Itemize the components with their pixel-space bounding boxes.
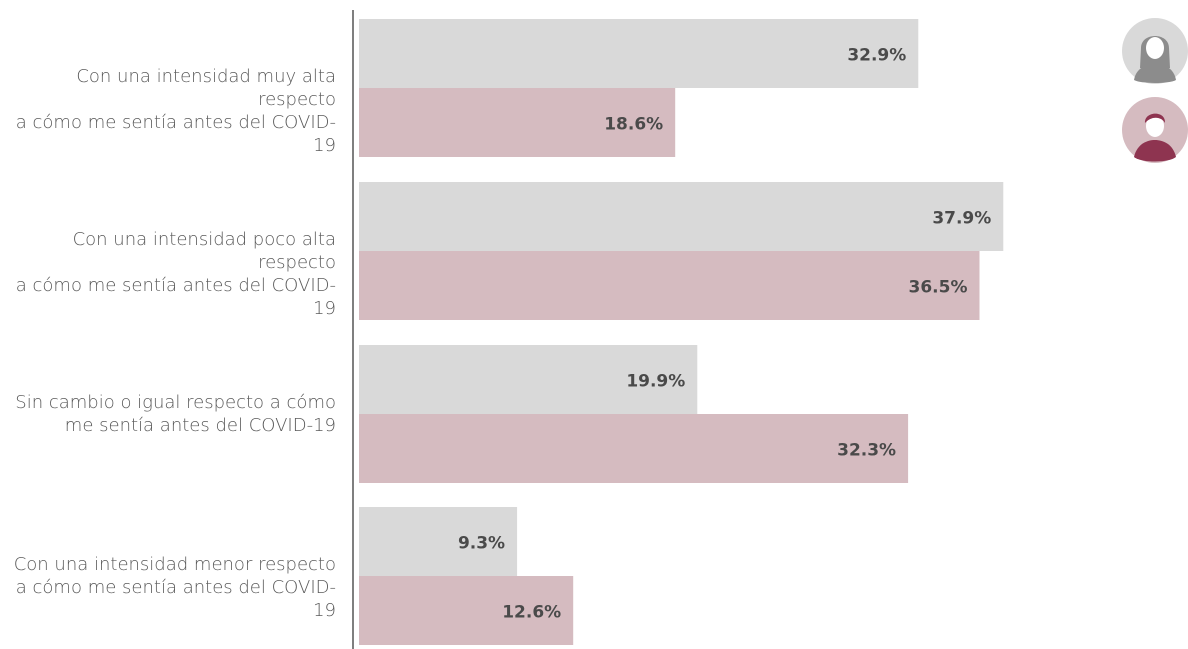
- category-label-3: Con una intensidad menor respecto a cómo …: [0, 553, 336, 622]
- category-label-line: Con una intensidad menor respecto: [13, 554, 336, 575]
- data-label-men-3: 12.6%: [502, 603, 561, 623]
- bar-men-2: [359, 414, 909, 483]
- category-label-line: Con una intensidad poco alta respecto: [72, 229, 336, 273]
- bar-women-3: [359, 507, 518, 576]
- man-avatar-icon: [1122, 97, 1188, 163]
- bar-women-2: [359, 345, 698, 414]
- category-label-line: Sin cambio o igual respecto a cómo: [15, 392, 336, 413]
- data-label-women-2: 19.9%: [626, 372, 685, 392]
- bar-women-1: [359, 182, 1004, 251]
- category-label-line: a cómo me sentía antes del COVID-19: [15, 112, 336, 156]
- bar-men-3: [359, 576, 574, 645]
- data-label-men-0: 18.6%: [604, 115, 663, 135]
- category-label-line: a cómo me sentía antes del COVID-19: [15, 275, 336, 319]
- data-label-women-0: 32.9%: [847, 46, 906, 66]
- bar-men-1: [359, 251, 980, 320]
- woman-avatar-icon: [1122, 18, 1188, 84]
- category-label-line: a cómo me sentía antes del COVID-19: [15, 577, 336, 621]
- category-label-1: Con una intensidad poco alta respecto a c…: [0, 228, 336, 320]
- bar-women-0: [359, 19, 919, 88]
- data-label-women-1: 37.9%: [932, 209, 991, 229]
- data-label-men-2: 32.3%: [837, 441, 896, 461]
- category-label-2: Sin cambio o igual respecto a cómo me sen…: [0, 391, 336, 437]
- bar-men-0: [359, 88, 676, 157]
- category-label-line: me sentía antes del COVID-19: [64, 415, 336, 436]
- category-label-0: Con una intensidad muy alta respecto a có…: [0, 65, 336, 157]
- data-label-men-1: 36.5%: [909, 278, 968, 298]
- data-label-women-3: 9.3%: [458, 534, 505, 554]
- category-label-line: Con una intensidad muy alta respecto: [76, 66, 336, 110]
